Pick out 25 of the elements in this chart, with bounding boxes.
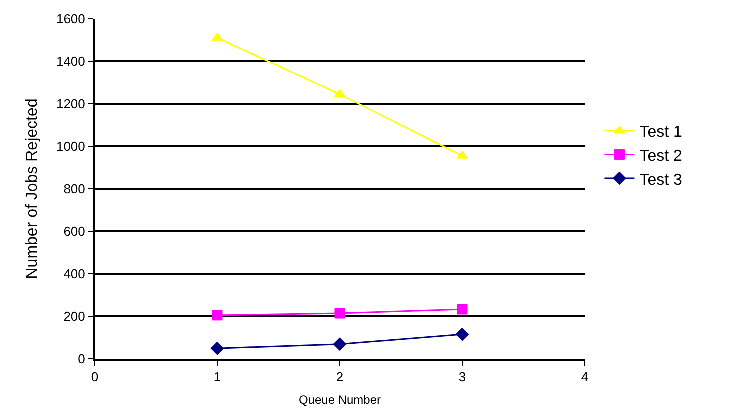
legend-label: Test 3 — [640, 172, 682, 189]
point — [334, 308, 346, 319]
y-tick-label: 800 — [64, 182, 86, 197]
legend-label: Test 1 — [640, 124, 682, 142]
point — [457, 304, 468, 315]
y-tick-label: 0 — [78, 352, 86, 367]
x-tick-label: 4 — [581, 370, 589, 385]
legend-label: Test 2 — [640, 148, 682, 165]
y-tick-label: 1200 — [56, 96, 86, 112]
x-tick-label: 1 — [214, 370, 222, 385]
y-axis-title: Number of Jobs Rejected — [24, 98, 41, 280]
point — [333, 338, 347, 352]
x-tick-label: 2 — [336, 370, 344, 385]
point — [212, 310, 223, 321]
point — [210, 342, 224, 356]
point — [456, 328, 470, 342]
y-tick-label: 200 — [64, 309, 86, 324]
y-tick-label: 1400 — [56, 54, 86, 70]
x-tick-label: 0 — [91, 370, 99, 385]
y-tick-label: 1000 — [56, 139, 86, 154]
y-tick-label: 1600 — [56, 12, 86, 27]
y-tick-label: 600 — [64, 224, 86, 240]
y-tick-label: 400 — [64, 266, 86, 282]
x-axis-title: Queue Number — [298, 393, 382, 407]
x-tick-label: 3 — [458, 370, 466, 385]
